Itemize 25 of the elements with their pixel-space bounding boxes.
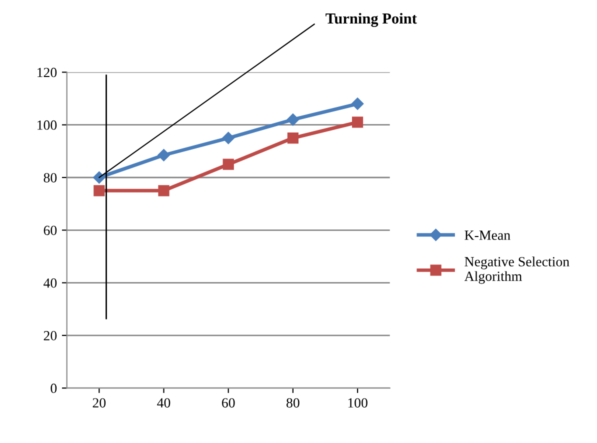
y-tick-label: 40 <box>44 278 57 288</box>
point <box>222 132 234 144</box>
y-tick-label: 0 <box>50 384 57 394</box>
annotation: Turning Point <box>326 12 417 27</box>
point <box>94 185 105 196</box>
y-tick-label: 60 <box>44 226 57 236</box>
x-tick-label: 60 <box>222 398 235 408</box>
y-tick-label: 20 <box>44 331 57 340</box>
point <box>286 113 300 126</box>
point <box>158 149 170 162</box>
x-tick-label: 40 <box>157 398 170 408</box>
legend-label: Negative Selection Algorithm <box>464 256 570 284</box>
y-tick-label: 100 <box>38 120 57 130</box>
point <box>287 132 299 144</box>
point <box>351 98 364 110</box>
y-tick-label: 120 <box>38 68 57 78</box>
legend-label: K-Mean <box>464 230 510 240</box>
point <box>352 116 364 128</box>
x-tick-label: 80 <box>286 398 300 408</box>
y-tick-label: 80 <box>44 173 57 182</box>
x-tick-label: 100 <box>348 398 368 408</box>
point <box>222 158 234 170</box>
x-tick-label: 20 <box>92 398 106 408</box>
point <box>93 171 106 184</box>
point <box>158 185 170 196</box>
